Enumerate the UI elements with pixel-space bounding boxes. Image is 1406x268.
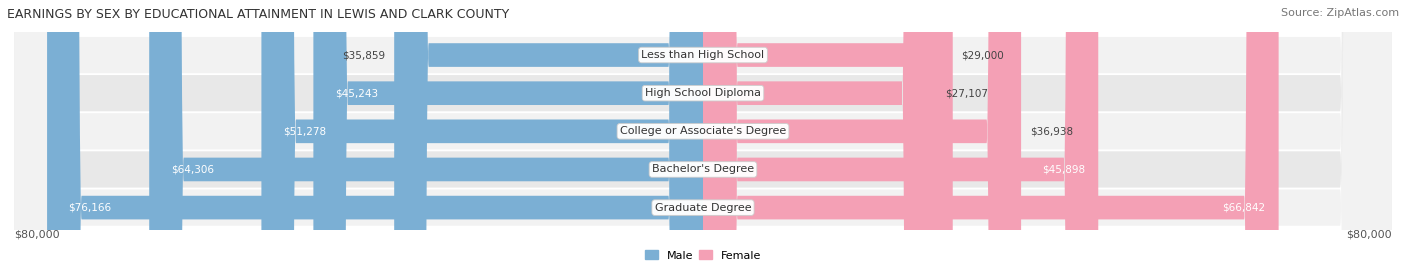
- FancyBboxPatch shape: [149, 0, 703, 268]
- Text: High School Diploma: High School Diploma: [645, 88, 761, 98]
- FancyBboxPatch shape: [14, 0, 1392, 268]
- Text: $36,938: $36,938: [1029, 126, 1073, 136]
- Text: $35,859: $35,859: [343, 50, 385, 60]
- Text: $45,898: $45,898: [1042, 165, 1085, 174]
- Text: $51,278: $51,278: [283, 126, 326, 136]
- Text: Bachelor's Degree: Bachelor's Degree: [652, 165, 754, 174]
- Text: $76,166: $76,166: [69, 203, 111, 213]
- Text: $29,000: $29,000: [962, 50, 1004, 60]
- FancyBboxPatch shape: [14, 0, 1392, 268]
- Text: $27,107: $27,107: [945, 88, 988, 98]
- Text: Less than High School: Less than High School: [641, 50, 765, 60]
- Text: $80,000: $80,000: [1347, 230, 1392, 240]
- Text: Source: ZipAtlas.com: Source: ZipAtlas.com: [1281, 8, 1399, 18]
- FancyBboxPatch shape: [703, 0, 1278, 268]
- FancyBboxPatch shape: [703, 0, 936, 268]
- Text: College or Associate's Degree: College or Associate's Degree: [620, 126, 786, 136]
- Text: $45,243: $45,243: [335, 88, 378, 98]
- Text: $66,842: $66,842: [1223, 203, 1265, 213]
- FancyBboxPatch shape: [46, 0, 703, 268]
- Text: Graduate Degree: Graduate Degree: [655, 203, 751, 213]
- FancyBboxPatch shape: [703, 0, 953, 268]
- FancyBboxPatch shape: [394, 0, 703, 268]
- FancyBboxPatch shape: [703, 0, 1021, 268]
- FancyBboxPatch shape: [14, 0, 1392, 268]
- Text: $80,000: $80,000: [14, 230, 59, 240]
- FancyBboxPatch shape: [262, 0, 703, 268]
- FancyBboxPatch shape: [14, 0, 1392, 268]
- FancyBboxPatch shape: [14, 0, 1392, 268]
- FancyBboxPatch shape: [314, 0, 703, 268]
- FancyBboxPatch shape: [703, 0, 1098, 268]
- Text: $64,306: $64,306: [170, 165, 214, 174]
- Text: EARNINGS BY SEX BY EDUCATIONAL ATTAINMENT IN LEWIS AND CLARK COUNTY: EARNINGS BY SEX BY EDUCATIONAL ATTAINMEN…: [7, 8, 509, 21]
- Legend: Male, Female: Male, Female: [644, 250, 762, 260]
